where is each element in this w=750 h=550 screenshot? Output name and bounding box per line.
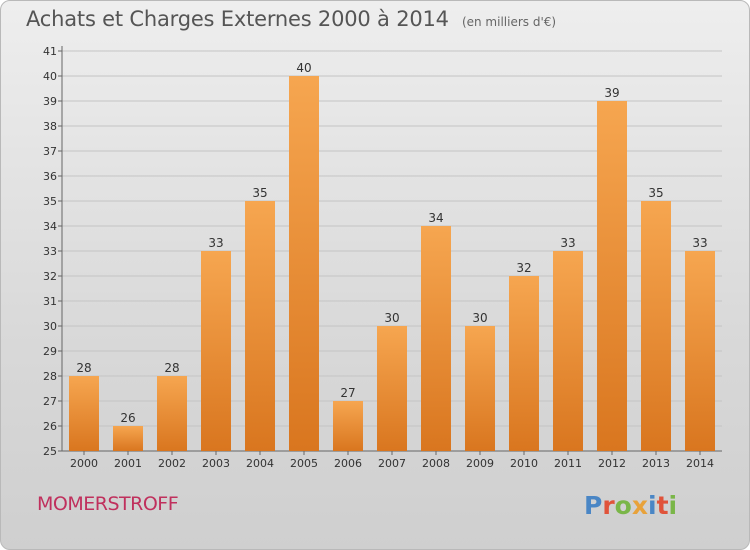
y-tick-label: 37 — [43, 145, 57, 158]
x-tick-label: 2014 — [686, 457, 714, 470]
x-tick-label: 2007 — [378, 457, 406, 470]
data-label: 33 — [692, 236, 707, 250]
logo-letter: r — [602, 491, 615, 520]
y-tick-label: 36 — [43, 170, 57, 183]
y-tick-label: 28 — [43, 370, 57, 383]
x-tick-label: 2002 — [158, 457, 186, 470]
y-tick-label: 41 — [43, 45, 57, 58]
y-tick-label: 31 — [43, 295, 57, 308]
y-tick-label: 29 — [43, 345, 57, 358]
x-tick-label: 2013 — [642, 457, 670, 470]
data-label: 27 — [340, 386, 355, 400]
x-tick-label: 2008 — [422, 457, 450, 470]
x-tick-labels: 2000 2001 2002 2003 2004 2005 2006 2007 2008 2009… — [70, 451, 714, 470]
logo-letter: t — [656, 491, 669, 520]
bar — [69, 376, 99, 451]
y-tick-label: 33 — [43, 245, 57, 258]
y-tick-label: 30 — [43, 320, 57, 333]
bar — [289, 76, 319, 451]
x-tick-label: 2010 — [510, 457, 538, 470]
data-labels: 28 26 28 33 35 40 27 30 34 30 32 33 39 35 33 — [76, 61, 707, 425]
data-label: 35 — [252, 186, 267, 200]
data-label: 33 — [560, 236, 575, 250]
data-label: 28 — [164, 361, 179, 375]
bar — [509, 276, 539, 451]
y-tick-label: 25 — [43, 445, 57, 458]
x-tick-label: 2012 — [598, 457, 626, 470]
y-tick-label: 40 — [43, 70, 57, 83]
y-tick-label: 39 — [43, 95, 57, 108]
bar — [641, 201, 671, 451]
x-tick-label: 2003 — [202, 457, 230, 470]
bar — [157, 376, 187, 451]
x-tick-label: 2006 — [334, 457, 362, 470]
logo-letter: i — [668, 491, 678, 520]
bar — [421, 226, 451, 451]
y-tick-label: 34 — [43, 220, 57, 233]
bar — [553, 251, 583, 451]
data-label: 39 — [604, 86, 619, 100]
y-tick-label: 32 — [43, 270, 57, 283]
bar — [685, 251, 715, 451]
y-tick-label: 35 — [43, 195, 57, 208]
data-label: 34 — [428, 211, 443, 225]
data-label: 30 — [472, 311, 487, 325]
x-tick-label: 2011 — [554, 457, 582, 470]
bar — [113, 426, 143, 451]
x-tick-label: 2000 — [70, 457, 98, 470]
data-label: 28 — [76, 361, 91, 375]
bar — [377, 326, 407, 451]
proxiti-logo[interactable]: Proxiti — [584, 491, 677, 520]
bar — [201, 251, 231, 451]
logo-letter: o — [614, 491, 632, 520]
data-label: 30 — [384, 311, 399, 325]
data-label: 33 — [208, 236, 223, 250]
logo-letter: x — [631, 491, 648, 520]
data-label: 26 — [120, 411, 135, 425]
chart-subtitle: (en milliers d'€) — [461, 15, 557, 29]
y-tick-label: 27 — [43, 395, 57, 408]
x-tick-label: 2005 — [290, 457, 318, 470]
data-label: 32 — [516, 261, 531, 275]
logo-letter: i — [648, 491, 657, 520]
logo-letter: P — [584, 491, 603, 520]
x-tick-label: 2001 — [114, 457, 142, 470]
chart-title: Achats et Charges Externes 2000 à 2014 — [26, 7, 449, 31]
x-tick-label: 2009 — [466, 457, 494, 470]
bar — [333, 401, 363, 451]
bars — [69, 76, 715, 451]
y-tick-label: 26 — [43, 420, 57, 433]
title-row: Achats et Charges Externes 2000 à 2014 (… — [26, 7, 556, 31]
x-tick-label: 2004 — [246, 457, 274, 470]
bar — [465, 326, 495, 451]
bar — [597, 101, 627, 451]
y-tick-label: 38 — [43, 120, 57, 133]
commune-name: MOMERSTROFF — [37, 493, 179, 515]
y-tick-labels: 25 26 27 28 29 30 31 32 33 34 35 36 37 38 39 40 41 — [43, 45, 62, 458]
bar — [245, 201, 275, 451]
data-label: 40 — [296, 61, 311, 75]
data-label: 35 — [648, 186, 663, 200]
